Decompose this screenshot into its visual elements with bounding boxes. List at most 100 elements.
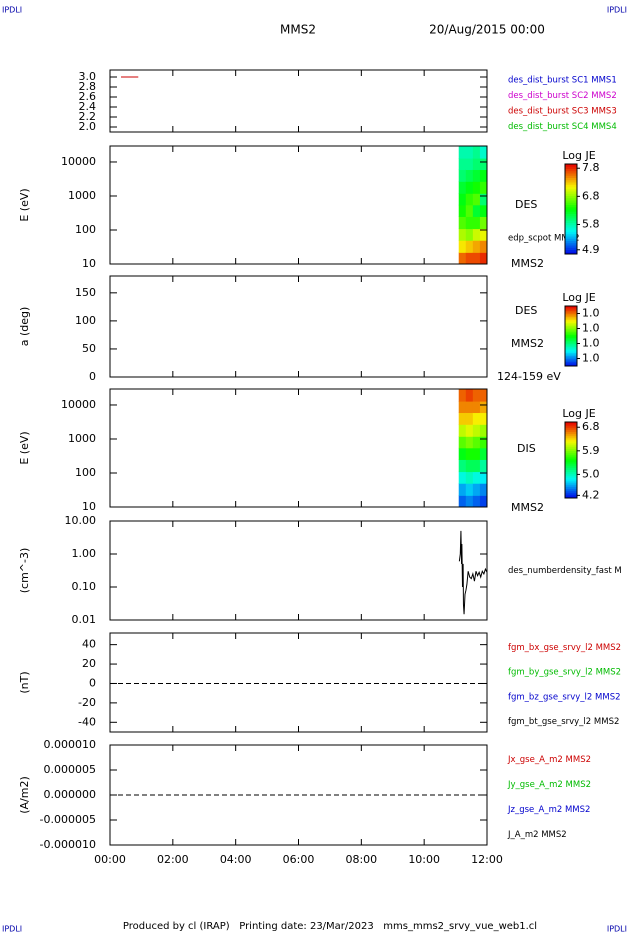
colorbar-strip bbox=[565, 450, 577, 453]
panel: 3.02.82.62.42.22.0 des_dist_burst SC1 MMS… bbox=[79, 69, 617, 133]
y-tick-label: 150 bbox=[75, 286, 96, 299]
colorbar-strip bbox=[565, 446, 577, 450]
colorbar-strip bbox=[565, 439, 577, 442]
colorbar-tick-label: 5.0 bbox=[582, 467, 600, 480]
colorbar-strip bbox=[565, 363, 577, 365]
colorbar-strip bbox=[565, 486, 577, 489]
colorbar-strip bbox=[565, 337, 577, 340]
colorbar-strip bbox=[565, 339, 577, 341]
colorbar-strip bbox=[565, 473, 577, 476]
spectrogram-cell bbox=[479, 158, 488, 171]
colorbar-strip bbox=[565, 343, 577, 346]
colorbar-strip bbox=[565, 458, 577, 461]
spectrogram-cell bbox=[472, 240, 481, 253]
annotation: MMS2 bbox=[511, 337, 544, 350]
y-tick-label: 40 bbox=[82, 638, 96, 651]
spectrogram-cell bbox=[465, 401, 474, 414]
corner-label: IPDLI bbox=[2, 6, 22, 15]
spectrogram-cell bbox=[472, 447, 481, 460]
spectrogram-cell bbox=[472, 424, 481, 437]
x-tick-label: 06:00 bbox=[283, 853, 315, 866]
spectrogram-cell bbox=[479, 459, 488, 473]
spectrogram-cell bbox=[465, 193, 474, 206]
colorbar-strip bbox=[565, 351, 577, 353]
colorbar-title: Log JE bbox=[562, 407, 595, 420]
spectrogram-cell bbox=[479, 240, 488, 253]
spectrogram-cell bbox=[479, 193, 488, 206]
y-axis-label: (nT) bbox=[18, 671, 31, 693]
spectrogram-cell bbox=[472, 412, 481, 425]
colorbar-strip bbox=[565, 195, 577, 199]
spectrogram-cell bbox=[458, 169, 467, 182]
spectrogram-cell bbox=[479, 424, 488, 437]
colorbar-strip bbox=[565, 331, 577, 334]
colorbar-strip bbox=[565, 220, 577, 223]
spectrogram-cell bbox=[479, 483, 488, 496]
spectrogram-cell bbox=[472, 193, 481, 206]
spectrogram-cell bbox=[458, 193, 467, 206]
y-tick-label: 0.000000 bbox=[44, 788, 97, 801]
legend-entry: fgm_bx_gse_srvy_l2 MMS2 bbox=[508, 643, 621, 653]
colorbar-strip bbox=[565, 355, 577, 358]
spacecraft-title: MMS2 bbox=[280, 23, 316, 37]
colorbar-strip bbox=[565, 429, 577, 432]
colorbar-strip bbox=[565, 310, 577, 313]
y-tick-label: -20 bbox=[78, 696, 96, 709]
y-tick-label: 1.00 bbox=[72, 547, 97, 560]
spectrogram-cell bbox=[472, 146, 481, 159]
colorbar-strip bbox=[565, 168, 577, 172]
spectrogram-cell bbox=[479, 495, 488, 508]
colorbar-strip bbox=[565, 245, 577, 248]
legend-entry: des_dist_burst SC2 MMS2 bbox=[508, 91, 617, 101]
colorbar-strip bbox=[565, 327, 577, 329]
y-tick-label: 100 bbox=[75, 223, 96, 236]
spectrogram-cell bbox=[465, 228, 474, 241]
colorbar-strip bbox=[565, 218, 577, 221]
colorbar-strip bbox=[565, 179, 577, 183]
colorbar-strip bbox=[565, 166, 577, 169]
x-tick-label: 10:00 bbox=[408, 853, 440, 866]
spectrogram-cell bbox=[479, 389, 488, 402]
panel-frame bbox=[109, 632, 488, 733]
x-tick-label: 08:00 bbox=[345, 853, 377, 866]
y-tick-label: 2.4 bbox=[79, 100, 97, 113]
colorbar-strip bbox=[565, 233, 577, 237]
colorbar-strip bbox=[565, 324, 577, 326]
colorbar-strip bbox=[565, 460, 577, 463]
colorbar-strip bbox=[565, 336, 577, 338]
colorbar-strip bbox=[565, 435, 577, 438]
spectrogram-cell bbox=[472, 181, 481, 194]
panel-frame bbox=[109, 388, 488, 508]
spectrogram-cell bbox=[458, 240, 467, 253]
colorbar-tick-label: 6.8 bbox=[582, 420, 600, 433]
spectrogram-cell bbox=[465, 204, 474, 217]
y-tick-label: 2.8 bbox=[79, 80, 97, 93]
y-tick-label: 10 bbox=[82, 500, 96, 513]
colorbar-strip bbox=[565, 360, 577, 362]
spectrogram-cell bbox=[479, 228, 488, 241]
colorbar-strip bbox=[565, 433, 577, 436]
legend-entry: Jx_gse_A_m2 MMS2 bbox=[507, 755, 591, 765]
y-tick-label: 0.000005 bbox=[44, 763, 97, 776]
colorbar-strip bbox=[565, 249, 577, 253]
y-tick-label: 0.10 bbox=[72, 580, 97, 593]
colorbar-tick-label: 1.0 bbox=[582, 352, 600, 365]
colorbar-strip bbox=[565, 484, 577, 488]
spectrogram-cell bbox=[458, 228, 467, 241]
spectrogram-cell bbox=[458, 181, 467, 194]
spectrogram-cell bbox=[465, 240, 474, 253]
colorbar-tick-label: 7.8 bbox=[582, 161, 600, 174]
colorbar-strip bbox=[565, 206, 577, 210]
y-tick-label: -40 bbox=[78, 715, 96, 728]
colorbar-strip bbox=[565, 204, 577, 208]
colorbar-strip bbox=[565, 191, 577, 194]
x-tick-label: 12:00 bbox=[471, 853, 503, 866]
colorbar-strip bbox=[565, 325, 577, 328]
date-title: 20/Aug/2015 00:00 bbox=[429, 23, 545, 37]
panel: 150 100 50 0 a (deg) DES MMS2 124-159 eV Log JE 1… bbox=[18, 275, 600, 383]
colorbar-tick-label: 4.2 bbox=[582, 488, 600, 501]
colorbar-strip bbox=[565, 312, 577, 314]
y-axis-label: a (deg) bbox=[18, 307, 31, 347]
colorbar-strip bbox=[565, 452, 577, 455]
panel-frame bbox=[109, 145, 488, 265]
